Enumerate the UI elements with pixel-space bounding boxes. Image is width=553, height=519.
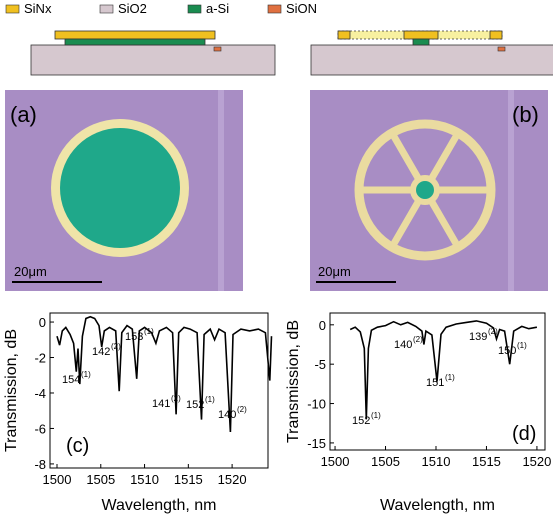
sinx-rim — [490, 31, 502, 39]
mode-order: (2) — [237, 405, 247, 414]
mode-label: 151 — [426, 377, 444, 389]
legend-label: a-Si — [206, 1, 229, 16]
y-axis-label: Transmission, dB — [3, 329, 20, 452]
disk — [60, 128, 180, 248]
scale-label: 20μm — [14, 264, 47, 279]
y-tick-label: 0 — [319, 318, 326, 333]
y-tick-label: -15 — [307, 436, 326, 451]
mode-label: 142 — [92, 346, 110, 358]
swatch — [6, 5, 19, 13]
spectrum-line — [350, 321, 537, 419]
mode-order: (1) — [371, 411, 381, 420]
figure: SiNx SiO2 a-Si SiON (a) 20μm (b) 20μm 15… — [0, 0, 553, 519]
mode-order: (2) — [111, 342, 121, 351]
y-tick-label: -8 — [34, 457, 46, 472]
y-tick-label: -5 — [314, 357, 326, 372]
x-tick-label: 1520 — [218, 472, 247, 487]
legend-label: SiNx — [24, 1, 52, 16]
legend-label: SiO2 — [118, 1, 147, 16]
sion — [498, 47, 505, 51]
mode-order: (2) — [171, 394, 181, 403]
y-axis-label: Transmission, dB — [285, 320, 302, 443]
scale-label: 20μm — [318, 264, 351, 279]
substrate — [311, 45, 553, 75]
sinx-hub — [404, 31, 438, 39]
x-tick-label: 1520 — [522, 454, 551, 469]
mode-order: (1) — [144, 327, 154, 336]
mode-order: (2) — [488, 327, 498, 336]
mode-order: (1) — [445, 373, 455, 382]
panel-label: (c) — [66, 435, 89, 457]
x-tick-label: 1515 — [472, 454, 501, 469]
x-axis-label: Wavelength, nm — [101, 497, 216, 514]
mode-label: 154 — [62, 374, 80, 386]
sinx-layer — [55, 31, 215, 39]
x-tick-label: 1505 — [86, 472, 115, 487]
y-tick-label: -4 — [34, 386, 46, 401]
mode-label: 141 — [152, 398, 170, 410]
substrate — [31, 45, 275, 75]
mode-label: 139 — [469, 331, 487, 343]
x-tick-label: 1505 — [371, 454, 400, 469]
x-tick-label: 1510 — [422, 454, 451, 469]
mode-label: 152 — [186, 399, 204, 411]
mode-label: 150 — [498, 345, 516, 357]
x-tick-label: 1500 — [321, 454, 350, 469]
mode-label: 152 — [352, 415, 370, 427]
sion — [214, 47, 221, 51]
mode-order: (1) — [205, 395, 215, 404]
waveguide — [218, 90, 224, 291]
x-axis-label: Wavelength, nm — [380, 497, 495, 514]
swatch — [188, 5, 201, 13]
x-tick-label: 1500 — [43, 472, 72, 487]
mode-label: 153 — [125, 331, 143, 343]
mode-order: (1) — [517, 341, 527, 350]
mode-order: (1) — [81, 370, 91, 379]
y-tick-label: -6 — [34, 421, 46, 436]
asi-post — [413, 39, 429, 45]
mode-label: 140 — [394, 339, 412, 351]
y-tick-label: -2 — [34, 351, 46, 366]
sinx-rim — [338, 31, 350, 39]
page: SiNx SiO2 a-Si SiON (a) 20μm (b) 20μm 15… — [0, 0, 553, 519]
panel-label: (b) — [512, 102, 539, 127]
swatch — [268, 5, 281, 13]
x-tick-label: 1515 — [174, 472, 203, 487]
mode-label: 140 — [218, 409, 236, 421]
mode-order: (2) — [413, 335, 423, 344]
panel-label: (d) — [512, 423, 536, 445]
x-tick-label: 1510 — [130, 472, 159, 487]
asi-layer — [65, 39, 205, 45]
legend-label: SiON — [286, 1, 317, 16]
swatch — [100, 5, 113, 13]
y-tick-label: 0 — [39, 315, 46, 330]
panel-label: (a) — [10, 102, 37, 127]
y-tick-label: -10 — [307, 397, 326, 412]
